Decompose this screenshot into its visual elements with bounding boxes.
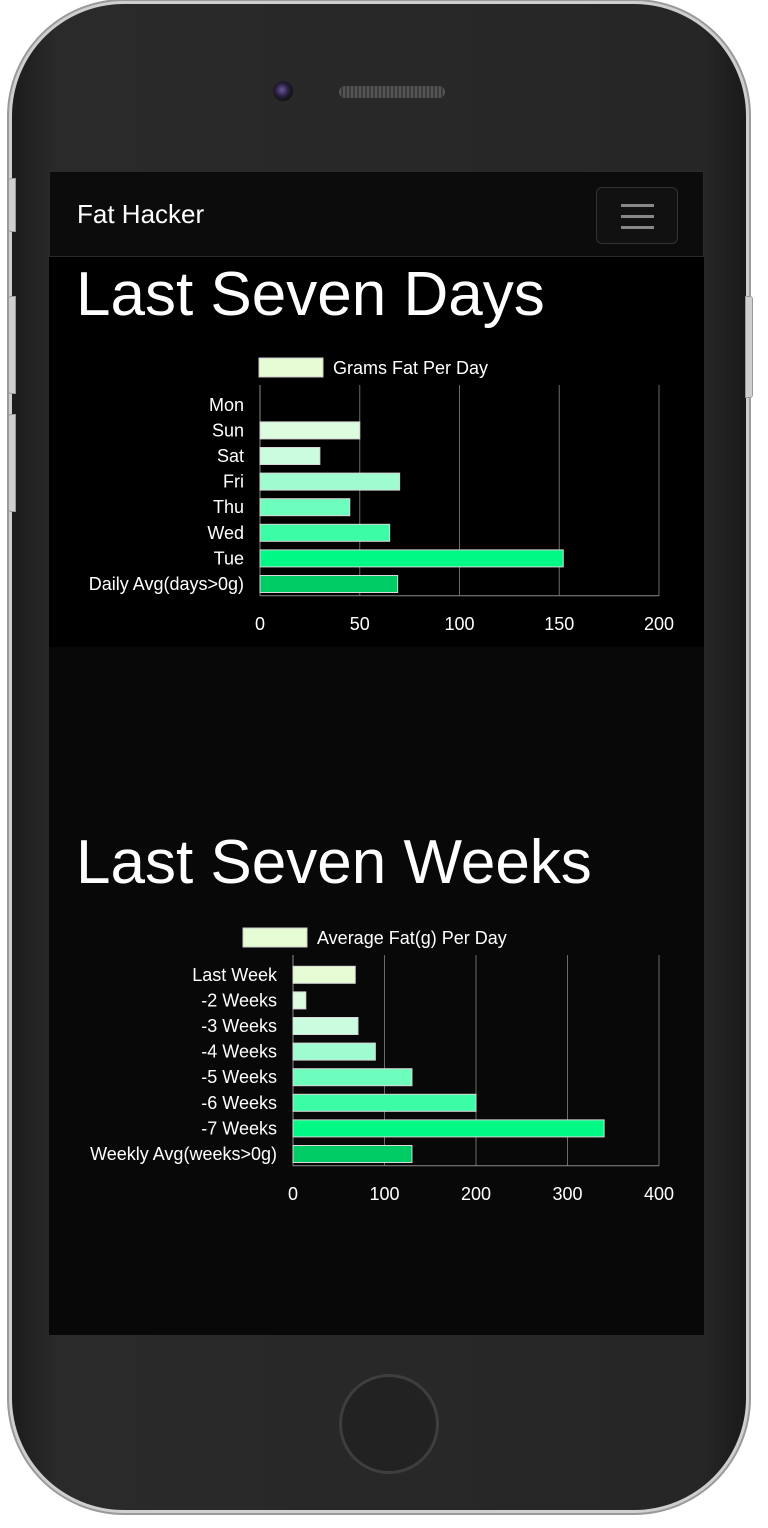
x-tick-label: 100	[444, 614, 474, 634]
legend-label: Grams Fat Per Day	[333, 358, 488, 378]
y-category-label: Weekly Avg(weeks>0g)	[90, 1144, 277, 1164]
bar[interactable]	[292, 1068, 413, 1087]
navbar: Fat Hacker	[49, 171, 704, 257]
x-tick-label: 150	[544, 614, 574, 634]
bar[interactable]	[292, 1042, 376, 1061]
y-category-label: Mon	[209, 395, 244, 415]
x-tick-label: 0	[255, 614, 265, 634]
bar[interactable]	[259, 421, 361, 440]
y-category-label: -6 Weeks	[201, 1093, 277, 1113]
bar[interactable]	[259, 549, 564, 568]
brand-title[interactable]: Fat Hacker	[77, 199, 205, 229]
x-tick-label: 400	[644, 1184, 674, 1204]
legend-label: Average Fat(g) Per Day	[317, 928, 507, 948]
legend-swatch	[258, 357, 324, 378]
y-category-label: Daily Avg(days>0g)	[89, 574, 244, 594]
x-tick-label: 200	[461, 1184, 491, 1204]
weeks-bar-chart: Average Fat(g) Per Day 0 100 200 300 400 Last …	[90, 927, 674, 1204]
x-tick-label: 300	[552, 1184, 582, 1204]
chart-legend: Grams Fat Per Day	[258, 357, 488, 378]
bar[interactable]	[292, 1119, 605, 1138]
y-category-label: -7 Weeks	[201, 1118, 277, 1138]
y-category-label: -3 Weeks	[201, 1016, 277, 1036]
bar[interactable]	[292, 965, 356, 984]
volume-up-button	[8, 296, 16, 394]
y-category-label: Sat	[217, 446, 244, 466]
days-bar-chart: Grams Fat Per Day 0 50 100 150 200 Mon Sun Sat Fr…	[89, 357, 674, 634]
x-tick-label: 50	[350, 614, 370, 634]
x-tick-label: 0	[288, 1184, 298, 1204]
mute-switch	[8, 178, 16, 232]
y-category-label: Tue	[214, 548, 244, 568]
speaker-grille	[339, 86, 445, 98]
legend-swatch	[242, 927, 308, 948]
bar[interactable]	[292, 1093, 477, 1112]
bar[interactable]	[292, 1017, 359, 1035]
camera-icon	[273, 81, 293, 101]
x-tick-label: 100	[369, 1184, 399, 1204]
y-category-label: Fri	[223, 472, 244, 492]
y-category-label: Last Week	[192, 965, 278, 985]
last-seven-weeks-title: Last Seven Weeks	[76, 828, 592, 897]
y-category-label: Thu	[213, 497, 244, 517]
volume-down-button	[8, 414, 16, 512]
x-tick-label: 200	[644, 614, 674, 634]
bar[interactable]	[259, 523, 391, 542]
last-seven-days-title: Last Seven Days	[76, 260, 545, 329]
navbar-toggle-button[interactable]	[596, 187, 678, 244]
chart-legend: Average Fat(g) Per Day	[242, 927, 507, 948]
last-seven-days-section: Last Seven Days Grams Fat Per Day 0 50 100 1…	[49, 257, 704, 647]
home-button[interactable]	[339, 1374, 439, 1474]
bar[interactable]	[259, 447, 321, 465]
y-category-label: -4 Weeks	[201, 1042, 277, 1062]
bar[interactable]	[259, 575, 399, 593]
last-seven-weeks-section: Last Seven Weeks Average Fat(g) Per Day 0…	[49, 647, 704, 1335]
bar[interactable]	[259, 498, 351, 517]
y-category-label: Wed	[207, 523, 244, 543]
app-screen: Fat Hacker Last Seven Days Grams Fat Per…	[49, 171, 704, 1335]
power-button	[745, 296, 753, 398]
y-category-label: -5 Weeks	[201, 1067, 277, 1087]
bar[interactable]	[292, 991, 307, 1010]
bar[interactable]	[292, 1145, 413, 1163]
y-category-label: -2 Weeks	[201, 990, 277, 1010]
y-category-label: Sun	[212, 420, 244, 440]
bar[interactable]	[259, 472, 401, 491]
